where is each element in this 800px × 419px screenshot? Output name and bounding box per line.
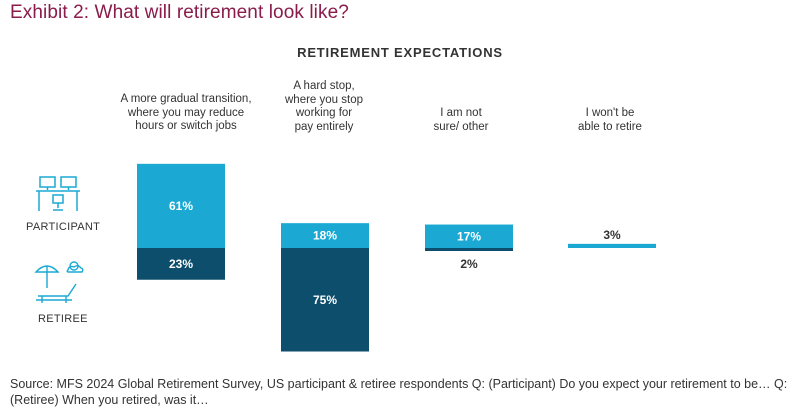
retiree-bar bbox=[281, 248, 369, 352]
category-label-hard-stop: A hard stop, where you stop working for … bbox=[285, 80, 363, 133]
chart-title: RETIREMENT EXPECTATIONS bbox=[297, 45, 503, 60]
participant-bar bbox=[137, 163, 225, 248]
participant-value-label: 61% bbox=[169, 199, 193, 213]
retiree-bar bbox=[137, 248, 225, 280]
category-label-gradual: A more gradual transition, where you may… bbox=[120, 93, 252, 132]
legend-participant-label: PARTICIPANT bbox=[26, 221, 101, 233]
retiree-value-label: 75% bbox=[313, 293, 337, 307]
legend-retiree-label: RETIREE bbox=[38, 313, 88, 325]
participant-bar bbox=[425, 224, 513, 248]
category-label-not-sure: I am not sure/ other bbox=[433, 107, 489, 133]
category-label-cannot-retire: I won't be able to retire bbox=[578, 107, 642, 133]
participant-value-label: 3% bbox=[603, 228, 621, 242]
participant-value-label: 17% bbox=[457, 229, 481, 243]
participant-bar bbox=[568, 243, 656, 248]
retiree-value-label: 2% bbox=[460, 257, 478, 271]
participant-value-label: 18% bbox=[313, 229, 337, 243]
beach-lounger-icon bbox=[34, 261, 84, 303]
retiree-value-label: 23% bbox=[169, 257, 193, 271]
retiree-bar bbox=[425, 248, 513, 251]
exhibit-title: Exhibit 2: What will retirement look lik… bbox=[10, 2, 349, 23]
source-note: Source: MFS 2024 Global Retirement Surve… bbox=[10, 377, 788, 407]
participant-bar bbox=[281, 223, 369, 248]
office-desk-icon bbox=[36, 176, 80, 211]
